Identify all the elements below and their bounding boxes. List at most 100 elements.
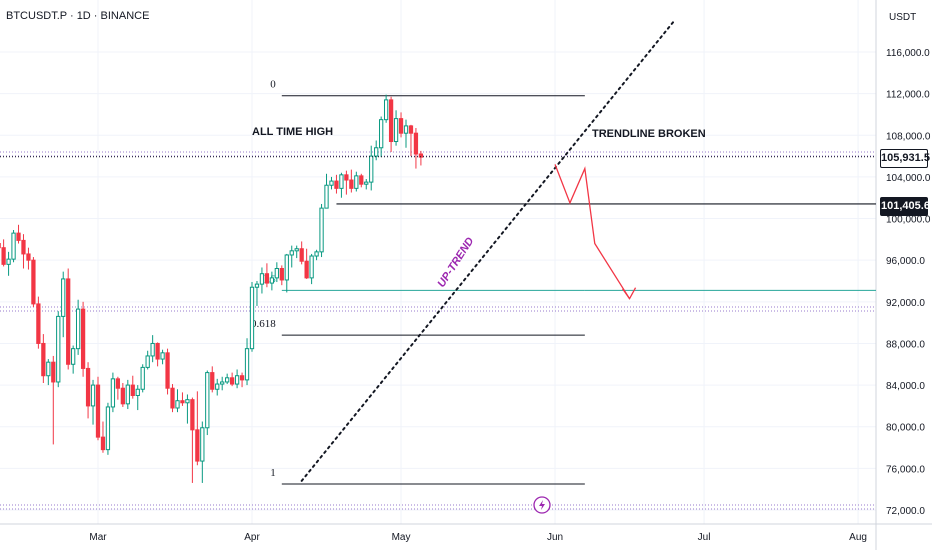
candle-body	[71, 348, 76, 365]
candle-body	[284, 254, 289, 281]
x-tick-label: Jun	[547, 532, 563, 543]
candle-body	[110, 378, 116, 408]
drawing-overlays[interactable]: ALL TIME HIGH TRENDLINE BROKEN UP-TREND	[0, 19, 876, 514]
candle	[383, 94, 389, 123]
candle-body	[115, 378, 121, 389]
projection-path[interactable]	[554, 164, 631, 300]
candle	[165, 348, 170, 395]
candle	[329, 176, 334, 190]
y-tick-label: 76,000.0	[886, 464, 925, 475]
candle	[145, 350, 150, 370]
candle-body	[205, 372, 210, 429]
candle-body	[90, 384, 96, 407]
candle-body	[165, 352, 170, 389]
candle-body	[229, 377, 235, 385]
candle-body	[100, 436, 106, 451]
candle-body	[220, 381, 225, 385]
candle-body	[364, 181, 369, 185]
candle	[36, 296, 41, 349]
candle	[100, 421, 106, 453]
candle-body	[51, 361, 56, 383]
candle-body	[56, 315, 61, 383]
candle	[155, 342, 160, 367]
candle-body	[249, 286, 255, 350]
candle-body	[304, 260, 309, 279]
candle	[269, 271, 275, 291]
currency-label[interactable]: USDT	[889, 12, 917, 23]
candle-body	[75, 308, 81, 350]
candlestick-series	[0, 94, 424, 483]
y-tick-label: 104,000.0	[886, 173, 931, 184]
candle	[110, 372, 116, 413]
candle-body	[354, 175, 359, 189]
candle-body	[85, 367, 91, 407]
candle-body	[26, 253, 31, 261]
y-tick-label: 112,000.0	[886, 90, 930, 101]
candle-body	[334, 180, 339, 189]
candle	[289, 245, 294, 268]
candle	[259, 267, 265, 294]
candle-body	[130, 384, 135, 397]
candle	[379, 116, 384, 158]
candle-body	[344, 174, 349, 181]
uptrend-line[interactable]	[300, 19, 676, 482]
trendline-broken-label: TRENDLINE BROKEN	[592, 128, 706, 140]
candle	[150, 335, 155, 363]
candle	[254, 281, 260, 306]
candle	[234, 369, 240, 389]
candle	[11, 229, 16, 263]
candle-body	[374, 147, 379, 157]
current-price-tag: 105,931.5	[880, 149, 930, 168]
candle-body	[16, 232, 21, 241]
symbol-title[interactable]: BTCUSDT.P · 1D · BINANCE	[6, 10, 150, 22]
lightning-icon[interactable]	[533, 496, 551, 514]
candle-body	[324, 184, 329, 209]
candle	[56, 311, 61, 388]
candle-body	[269, 277, 275, 284]
candle	[21, 234, 26, 269]
candle	[344, 170, 349, 195]
candle	[46, 359, 51, 386]
candle	[393, 110, 399, 146]
candle	[26, 247, 31, 270]
support-price-tag: 101,405.6	[880, 197, 930, 216]
x-tick-label: Aug	[849, 532, 867, 543]
candle	[130, 375, 135, 399]
candle-body	[329, 180, 334, 186]
candle-body	[185, 399, 190, 404]
candle	[205, 370, 210, 436]
candle	[105, 402, 111, 455]
candle-body	[408, 125, 414, 134]
candle	[369, 145, 374, 191]
candle	[220, 376, 225, 391]
candle-body	[170, 387, 175, 409]
y-tick-label: 84,000.0	[886, 381, 925, 392]
candle	[388, 96, 394, 152]
candle-body	[210, 372, 215, 390]
candle	[115, 376, 121, 400]
candle-body	[135, 388, 140, 397]
candle-body	[21, 239, 26, 255]
candle-body	[299, 248, 304, 262]
candle-body	[175, 400, 180, 409]
x-tick-label: Mar	[89, 532, 107, 543]
candle	[334, 174, 339, 194]
candle	[1, 239, 6, 267]
candle-body	[259, 273, 265, 285]
candle-body	[398, 118, 404, 134]
candle-body	[195, 429, 200, 462]
projection-arrowhead	[622, 287, 637, 300]
candle	[403, 119, 409, 148]
candle	[6, 251, 11, 276]
candle-body	[190, 399, 195, 431]
candle-body	[413, 132, 419, 155]
candle	[31, 257, 36, 308]
y-tick-label: 96,000.0	[886, 256, 925, 267]
candle-body	[289, 250, 294, 256]
candle-body	[125, 384, 130, 405]
candle-body	[234, 375, 240, 385]
fibonacci-retracement[interactable]: 0 0.5 0.618 1	[251, 79, 876, 485]
candle	[175, 389, 180, 413]
candle-body	[41, 342, 46, 377]
